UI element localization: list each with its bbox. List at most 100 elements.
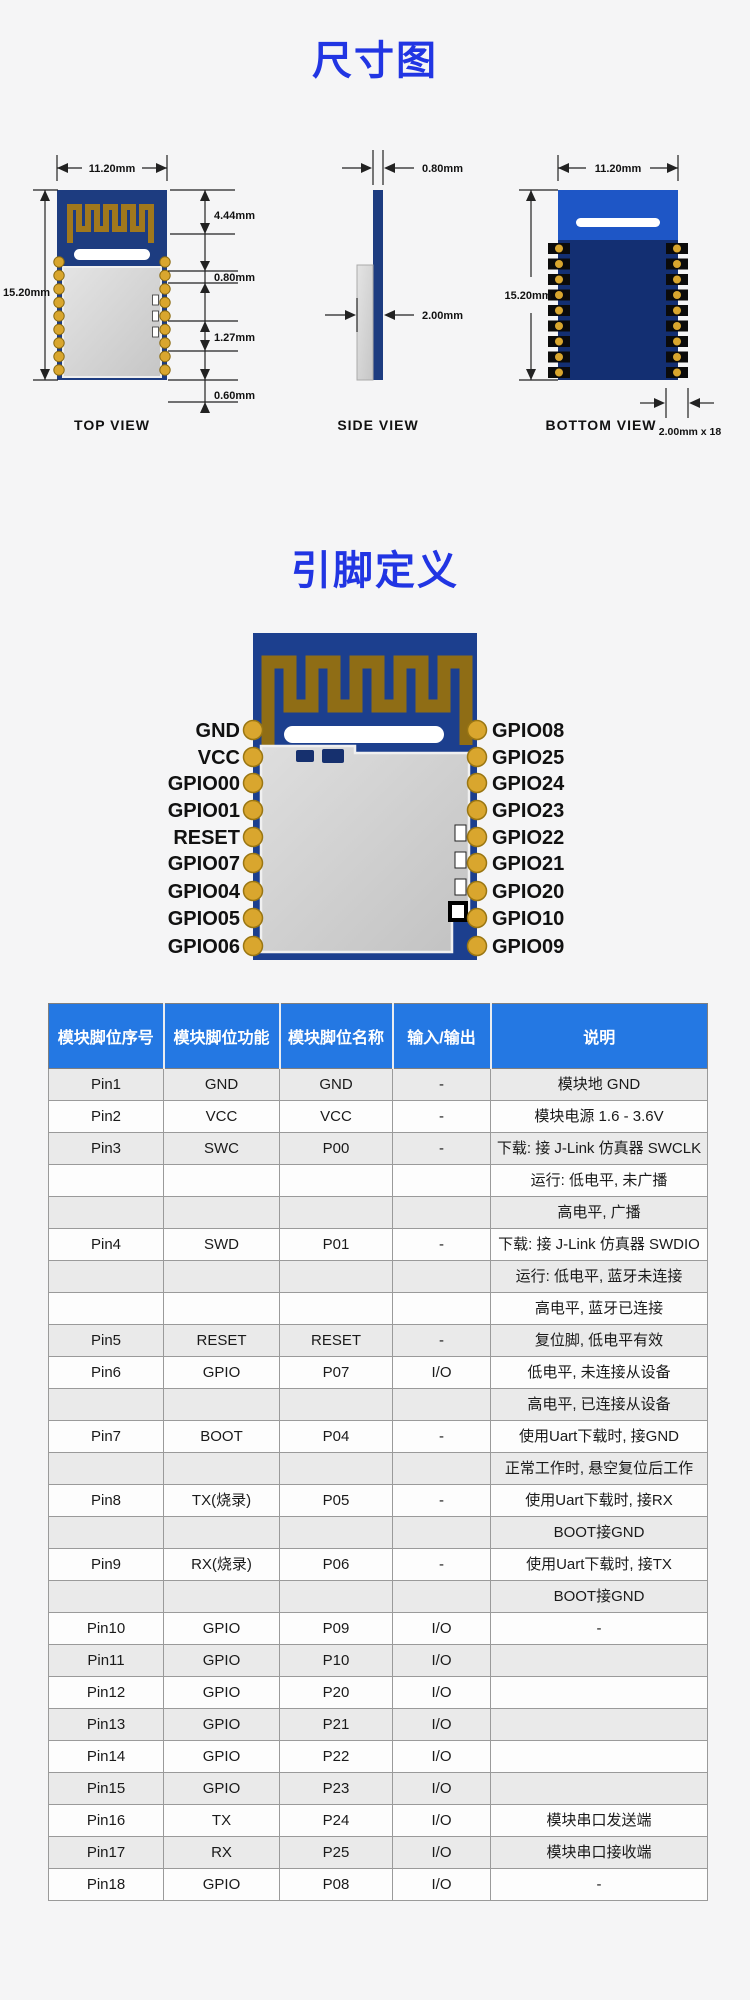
cell-pin-number	[48, 1164, 164, 1197]
cell-description: 使用Uart下载时, 接TX	[490, 1548, 708, 1581]
cell-pin-function	[163, 1196, 280, 1229]
cell-pin-function: GPIO	[163, 1868, 280, 1901]
header-pin-number: 模块脚位序号	[48, 1003, 165, 1069]
table-row: Pin6 GPIO P07 I/O 低电平, 未连接从设备	[48, 1356, 708, 1389]
cell-description: 下载: 接 J-Link 仿真器 SWDIO	[490, 1228, 708, 1261]
antenna-trace-icon	[67, 204, 154, 243]
castellation-marks	[152, 294, 159, 338]
table-row: 高电平, 蓝牙已连接	[48, 1292, 708, 1325]
cell-io: I/O	[392, 1804, 491, 1837]
table-row: BOOT接GND	[48, 1580, 708, 1613]
pin-label: GPIO23	[492, 800, 564, 822]
cell-pin-number: Pin16	[48, 1804, 164, 1837]
pin-label: GND	[196, 720, 240, 742]
table-row: 运行: 低电平, 未广播	[48, 1164, 708, 1197]
table-row: Pin12 GPIO P20 I/O	[48, 1676, 708, 1709]
bottom-view-drawing: 11.20mm 15.20mm 2.00mm x 18 BOTTOM VIEW	[504, 155, 721, 438]
cell-description	[490, 1676, 708, 1709]
cell-pin-name	[279, 1516, 393, 1549]
cell-io: I/O	[392, 1836, 491, 1869]
bottom-view-body	[558, 240, 678, 380]
cell-pin-number: Pin8	[48, 1484, 164, 1517]
pinout-pads-right	[466, 719, 488, 957]
cell-pin-name: P24	[279, 1804, 393, 1837]
cell-pin-number	[48, 1516, 164, 1549]
cell-pin-number: Pin17	[48, 1836, 164, 1869]
dim-label-width: 11.20mm	[89, 163, 136, 175]
cell-pin-number: Pin15	[48, 1772, 164, 1805]
side-view-drawing: 0.80mm 2.00mm SIDE VIEW	[325, 150, 463, 433]
bottom-view-height-dim: 15.20mm	[504, 189, 558, 381]
cell-pin-number	[48, 1388, 164, 1421]
table-row: Pin10 GPIO P09 I/O -	[48, 1612, 708, 1645]
pin-label: GPIO24	[492, 773, 565, 795]
cell-pin-name: RESET	[279, 1324, 393, 1357]
pin-label: GPIO07	[168, 853, 240, 875]
cell-io: I/O	[392, 1676, 491, 1709]
cell-pin-number: Pin11	[48, 1644, 164, 1677]
cell-pin-number: Pin10	[48, 1612, 164, 1645]
table-row: Pin17 RX P25 I/O 模块串口接收端	[48, 1836, 708, 1869]
cell-pin-function: GPIO	[163, 1772, 280, 1805]
pin-label: GPIO20	[492, 881, 564, 903]
cell-pin-function: TX(烧录)	[163, 1484, 280, 1517]
bottom-view-slot	[576, 218, 660, 227]
cell-io	[392, 1580, 491, 1613]
pinout-pads-left	[242, 719, 264, 957]
table-body: Pin1 GND GND - 模块地 GND Pin2 VCC VCC - 模块…	[48, 1068, 708, 1901]
cell-io: -	[392, 1324, 491, 1357]
cell-pin-function: SWC	[163, 1132, 280, 1165]
side-view-label: SIDE VIEW	[337, 417, 418, 433]
pin-label: GPIO08	[492, 720, 564, 742]
dim-label-pad-count: 2.00mm x 18	[659, 426, 722, 438]
cell-pin-number	[48, 1452, 164, 1485]
cell-pin-function	[163, 1260, 280, 1293]
table-row: Pin14 GPIO P22 I/O	[48, 1740, 708, 1773]
pin-label: GPIO00	[168, 773, 240, 795]
table-row: BOOT接GND	[48, 1516, 708, 1549]
table-row: 高电平, 已连接从设备	[48, 1388, 708, 1421]
cell-pin-number	[48, 1196, 164, 1229]
cell-pin-function: RESET	[163, 1324, 280, 1357]
table-row: Pin11 GPIO P10 I/O	[48, 1644, 708, 1677]
cell-pin-function: GPIO	[163, 1708, 280, 1741]
cell-pin-number: Pin6	[48, 1356, 164, 1389]
pin-label: VCC	[198, 747, 240, 769]
cell-pin-name: P09	[279, 1612, 393, 1645]
table-row: Pin9 RX(烧录) P06 - 使用Uart下载时, 接TX	[48, 1548, 708, 1581]
bottom-view-label: BOTTOM VIEW	[545, 417, 656, 433]
cell-pin-name: P10	[279, 1644, 393, 1677]
cell-description: 运行: 低电平, 蓝牙未连接	[490, 1260, 708, 1293]
header-pin-function: 模块脚位功能	[163, 1003, 281, 1069]
top-view-width-dim: 11.20mm	[56, 155, 168, 181]
cell-description: 运行: 低电平, 未广播	[490, 1164, 708, 1197]
cell-pin-function: GPIO	[163, 1644, 280, 1677]
cell-io: I/O	[392, 1612, 491, 1645]
cell-description	[490, 1740, 708, 1773]
cell-io: I/O	[392, 1772, 491, 1805]
cell-description: 正常工作时, 悬空复位后工作	[490, 1452, 708, 1485]
dim-label-pcb-thickness: 0.80mm	[422, 163, 463, 175]
pin-labels-right: GPIO08 GPIO25 GPIO24 GPIO23 GPIO22 GPIO2…	[492, 720, 565, 958]
dim-label-antenna: 4.44mm	[214, 210, 255, 222]
cell-io	[392, 1292, 491, 1325]
cell-pin-function	[163, 1580, 280, 1613]
bottom-view-width-dim: 11.20mm	[557, 155, 679, 181]
cell-io	[392, 1516, 491, 1549]
top-view-label: TOP VIEW	[74, 417, 150, 433]
cell-pin-name	[279, 1388, 393, 1421]
cell-description: 下载: 接 J-Link 仿真器 SWCLK	[490, 1132, 708, 1165]
side-view-total-dim: 2.00mm	[325, 298, 463, 332]
cell-pin-function	[163, 1388, 280, 1421]
cell-description: 模块串口发送端	[490, 1804, 708, 1837]
table-row: 运行: 低电平, 蓝牙未连接	[48, 1260, 708, 1293]
cell-description	[490, 1772, 708, 1805]
pin-label: GPIO21	[492, 853, 564, 875]
table-row: Pin4 SWD P01 - 下载: 接 J-Link 仿真器 SWDIO	[48, 1228, 708, 1261]
cell-io: I/O	[392, 1708, 491, 1741]
cell-pin-name: P23	[279, 1772, 393, 1805]
table-row: 高电平, 广播	[48, 1196, 708, 1229]
header-io: 输入/输出	[392, 1003, 492, 1069]
cell-pin-number	[48, 1580, 164, 1613]
cell-pin-number: Pin9	[48, 1548, 164, 1581]
